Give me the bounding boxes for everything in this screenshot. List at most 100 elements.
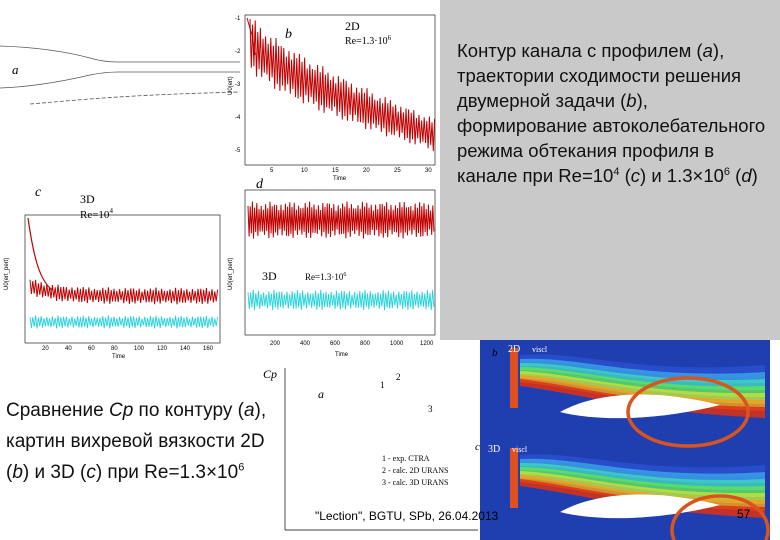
- text: a: [243, 400, 255, 421]
- signal: [27, 217, 53, 291]
- panel-label: a: [318, 387, 324, 401]
- plot-frame: [244, 189, 436, 336]
- text: Контур канала с профилем (: [457, 40, 703, 61]
- y-tick-label: -3: [235, 82, 241, 88]
- x-tick-label: 20: [42, 346, 49, 352]
- y-tick-label: -4: [235, 115, 241, 121]
- y-tick-label: -2: [235, 49, 241, 55]
- caption-background: [440, 0, 780, 340]
- re-label: Re=104: [80, 207, 113, 221]
- contour-line: [0, 45, 240, 63]
- dim-label: 3D: [262, 269, 277, 283]
- signal: [29, 315, 219, 329]
- signal: [247, 201, 435, 239]
- curve-label: 1: [380, 380, 385, 390]
- signal: [29, 279, 219, 305]
- text: (: [730, 165, 742, 186]
- x-tick-label: 15: [332, 168, 339, 174]
- text: по контуру (: [133, 400, 244, 421]
- text: a: [702, 40, 713, 61]
- text: ): [751, 165, 758, 186]
- x-tick-label: 200: [270, 341, 281, 347]
- text: c: [86, 462, 96, 483]
- highlight-ellipse: [626, 376, 750, 448]
- text: (: [619, 165, 631, 186]
- text: c: [630, 165, 641, 186]
- x-axis-label: Time: [333, 176, 347, 182]
- contour-band: [520, 471, 765, 504]
- panel-label: a: [12, 62, 19, 77]
- airfoil: [560, 394, 720, 419]
- dim-label: 3D: [80, 192, 95, 206]
- x-tick-label: 1000: [390, 341, 404, 347]
- panel-d-bg: [243, 180, 440, 350]
- text: b: [12, 462, 23, 483]
- panel-label: b: [492, 347, 498, 359]
- x-tick-label: 400: [300, 341, 311, 347]
- field-label: viscl: [532, 345, 548, 354]
- y-axis-label: U0(ert_pert): [228, 258, 234, 290]
- contour-band: [520, 454, 765, 477]
- text: d: [741, 165, 752, 186]
- text: 4: [613, 165, 620, 178]
- text: b: [626, 90, 637, 111]
- dim-label: 2D: [508, 344, 520, 355]
- x-tick-label: 800: [360, 341, 371, 347]
- plot-frame: [244, 14, 436, 166]
- text: 6: [723, 165, 731, 178]
- colorbar: [510, 348, 518, 408]
- signal: [246, 17, 256, 56]
- contour-band: [520, 462, 765, 491]
- signal: [249, 18, 436, 152]
- caption-left: Сравнение Cp по контуру (a), картин вихр…: [6, 395, 274, 488]
- y-axis-label: U0(ert_pert): [4, 258, 10, 290]
- legend-entry: 1 - exp. CTRA: [382, 454, 430, 463]
- text: ), картин вихревой вязкости 2D (: [6, 400, 267, 483]
- panel-b-bg: [245, 15, 440, 170]
- cp-bg: [270, 358, 480, 540]
- caption-right: Контур канала с профилем (a), траектории…: [457, 38, 775, 188]
- x-tick-label: 1200: [420, 341, 434, 347]
- signal: [247, 289, 435, 311]
- x-tick-label: 100: [134, 346, 145, 352]
- plot-frame: [24, 214, 221, 344]
- x-tick-label: 25: [394, 168, 401, 174]
- x-tick-label: 20: [363, 168, 370, 174]
- contour-band: [520, 354, 765, 377]
- re-label: Re=1.3·106: [345, 34, 392, 47]
- colorbar: [510, 448, 518, 508]
- x-axis-label: Time: [335, 352, 349, 358]
- field-label: viscl: [512, 445, 528, 454]
- contour-band: [520, 467, 765, 497]
- curve-label: 3: [428, 404, 433, 414]
- panel-label: b: [285, 27, 292, 42]
- contour-line: [29, 91, 241, 105]
- y-axis-label: Cp: [263, 367, 277, 381]
- text: ), формирование автоколебательного режим…: [457, 90, 766, 186]
- re-label: Re=1.3·106: [305, 272, 346, 282]
- x-tick-label: 160: [203, 346, 214, 352]
- x-tick-label: 30: [425, 168, 432, 174]
- y-tick-label: -1: [235, 16, 241, 22]
- y-axis-label: U0(ert): [228, 76, 234, 95]
- text: ) при Re=1.3×10: [95, 462, 239, 483]
- panel-label: c: [35, 185, 42, 200]
- dim-label: 2D: [345, 19, 360, 33]
- contour-band: [520, 367, 765, 397]
- contour-band: [520, 358, 765, 384]
- text: ) и 1.3×10: [640, 165, 724, 186]
- x-tick-label: 5: [270, 168, 274, 174]
- x-tick-label: 120: [157, 346, 168, 352]
- text: Сравнение: [6, 400, 109, 421]
- panel-label: d: [256, 177, 264, 192]
- legend-entry: 3 - calc. 3D URANS: [382, 478, 448, 487]
- legend-entry: 2 - calc. 2D URANS: [382, 466, 448, 475]
- x-tick-label: 140: [180, 346, 191, 352]
- curve-label: 2: [396, 372, 401, 382]
- x-axis-label: Time: [112, 354, 126, 360]
- x-tick-label: 80: [111, 346, 118, 352]
- highlight-ellipse: [670, 494, 770, 540]
- y-tick-label: -5: [235, 148, 241, 154]
